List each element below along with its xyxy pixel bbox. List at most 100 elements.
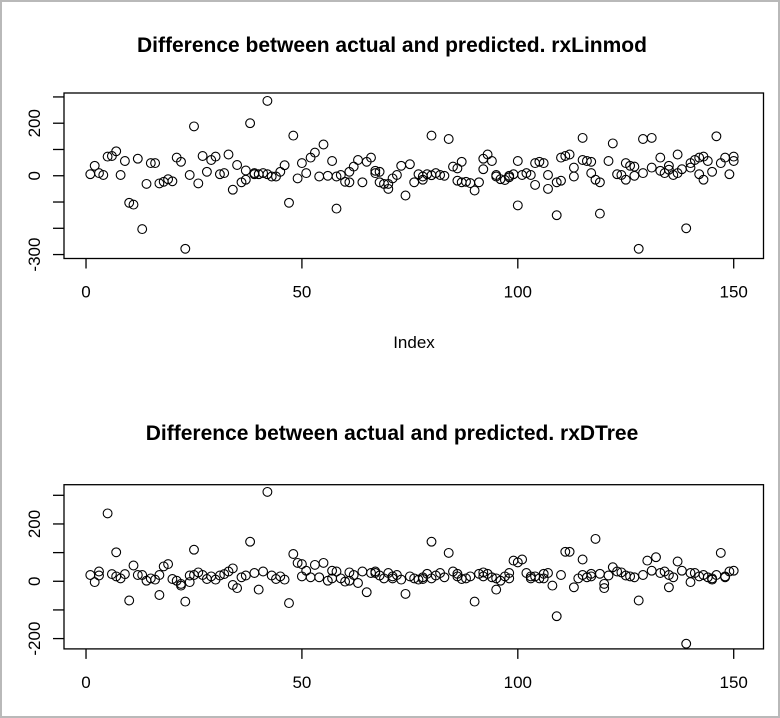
- data-point: [478, 567, 489, 578]
- data-point: [668, 572, 679, 583]
- data-point: [94, 168, 104, 179]
- data-point: [141, 178, 152, 189]
- data-point: [603, 156, 614, 166]
- data-point: [560, 151, 571, 161]
- data-point: [474, 177, 484, 188]
- data-point: [193, 178, 204, 189]
- data-point: [89, 577, 100, 588]
- data-point: [543, 170, 553, 180]
- data-point: [400, 588, 411, 599]
- data-point: [625, 160, 636, 171]
- data-point: [258, 566, 269, 577]
- data-point: [145, 158, 156, 169]
- data-point: [344, 177, 355, 188]
- data-point: [685, 568, 696, 578]
- data-point: [128, 199, 139, 210]
- data-point: [201, 166, 212, 177]
- data-point: [396, 574, 407, 585]
- y-tick-label: -200: [25, 622, 44, 656]
- data-point: [620, 174, 631, 185]
- data-point: [568, 162, 579, 173]
- data-point: [551, 177, 562, 188]
- data-point: [301, 565, 312, 576]
- x-tick-label: 150: [720, 673, 748, 692]
- data-point: [651, 552, 661, 563]
- x-tick-label: 100: [504, 673, 532, 692]
- y-tick-label: 0: [25, 577, 44, 586]
- data-point: [491, 584, 502, 595]
- data-point: [517, 554, 528, 565]
- data-point: [214, 169, 225, 180]
- data-point: [707, 166, 718, 177]
- data-point: [655, 152, 666, 163]
- data-point: [322, 170, 333, 181]
- data-point: [309, 559, 320, 570]
- data-point: [361, 587, 372, 598]
- data-point: [370, 165, 381, 176]
- data-point: [327, 565, 338, 576]
- data-point: [551, 611, 562, 622]
- data-point: [409, 177, 420, 188]
- data-point: [638, 134, 648, 144]
- data-point: [663, 582, 674, 593]
- data-point: [115, 170, 126, 180]
- data-point: [284, 197, 294, 208]
- data-point: [184, 570, 195, 581]
- data-point: [119, 569, 130, 580]
- data-point: [249, 568, 260, 578]
- data-point: [694, 152, 705, 163]
- data-point: [525, 170, 536, 180]
- data-point: [98, 170, 109, 180]
- data-point: [715, 547, 726, 558]
- data-point: [685, 577, 696, 588]
- data-point: [430, 168, 441, 179]
- x-tick-label: 0: [81, 673, 90, 692]
- data-point: [245, 536, 256, 547]
- data-point: [672, 149, 683, 160]
- data-point: [443, 547, 454, 558]
- data-point: [478, 164, 489, 175]
- data-point: [383, 183, 394, 194]
- data-point: [681, 638, 692, 649]
- data-point: [668, 170, 679, 180]
- data-point: [370, 168, 381, 179]
- data-point: [124, 197, 135, 208]
- data-point: [564, 149, 575, 160]
- data-point: [534, 156, 545, 167]
- data-point: [646, 565, 657, 576]
- data-point: [124, 595, 135, 606]
- data-point: [232, 160, 243, 170]
- plot-frame: [63, 92, 765, 260]
- data-point: [197, 151, 208, 161]
- data-point: [633, 595, 644, 606]
- data-point: [603, 570, 614, 581]
- data-point: [258, 168, 269, 179]
- y-tick-label: 200: [25, 109, 44, 137]
- data-point: [180, 243, 191, 254]
- data-point: [145, 573, 156, 584]
- data-point: [227, 563, 238, 574]
- data-point: [150, 158, 161, 169]
- data-point: [262, 486, 273, 497]
- data-point: [586, 168, 597, 179]
- data-point: [439, 170, 450, 181]
- data-point: [672, 556, 683, 567]
- data-point: [724, 566, 735, 577]
- data-point: [154, 590, 165, 600]
- data-point: [391, 170, 402, 180]
- data-point: [167, 574, 178, 584]
- data-point: [184, 577, 195, 588]
- data-point: [594, 177, 605, 188]
- data-point: [284, 598, 294, 609]
- data-point: [521, 168, 532, 179]
- data-point: [219, 168, 230, 179]
- data-point: [374, 166, 385, 177]
- data-point: [404, 159, 415, 170]
- data-point: [581, 156, 592, 166]
- chart1-title: Difference between actual and predicted.…: [137, 34, 647, 57]
- plot-frame: [63, 484, 765, 650]
- data-point: [366, 152, 376, 163]
- data-point: [357, 177, 368, 188]
